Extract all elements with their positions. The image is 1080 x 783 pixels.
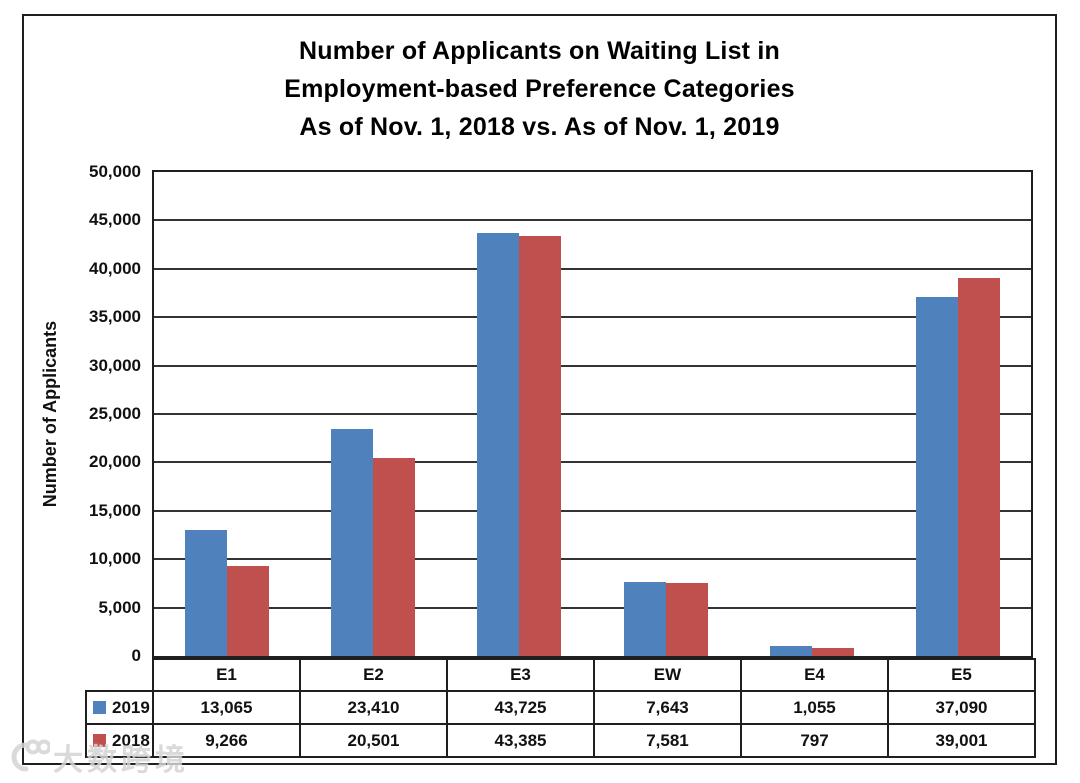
category-header-E2: E2 — [299, 658, 448, 692]
legend-swatch-2019 — [93, 700, 106, 714]
category-header-E3: E3 — [446, 658, 595, 692]
table-row-2018: 2018 9,266 20,501 43,385 7,581 797 39,001 — [85, 723, 1036, 758]
bar-2019-E1 — [185, 530, 227, 656]
bar-2018-EW — [666, 583, 708, 656]
bar-2019-EW — [624, 582, 666, 656]
bar-2018-E1 — [227, 566, 269, 656]
bar-2018-E3 — [519, 236, 561, 656]
y-tick-label: 30,000 — [89, 356, 141, 375]
value-2018-E4: 797 — [740, 723, 889, 758]
bar-2018-E5 — [958, 278, 1000, 656]
y-tick-label: 15,000 — [89, 501, 141, 520]
value-2019-E4: 1,055 — [740, 690, 889, 725]
y-tick-label: 0 — [131, 646, 141, 665]
category-header-row: E1 E2 E3 EW E4 E5 — [86, 658, 1036, 692]
category-header-E1: E1 — [152, 658, 301, 692]
bar-2019-E3 — [477, 233, 519, 656]
gridline — [154, 316, 1031, 318]
gridline — [154, 510, 1031, 512]
y-tick-label: 20,000 — [89, 452, 141, 471]
bar-2019-E5 — [916, 297, 958, 656]
bar-2019-E4 — [770, 646, 812, 656]
gridline — [154, 558, 1031, 560]
chart-title-line-3: As of Nov. 1, 2018 vs. As of Nov. 1, 201… — [299, 113, 780, 141]
value-2019-EW: 7,643 — [593, 690, 742, 725]
value-2019-E1: 13,065 — [152, 690, 301, 725]
chart-title-line-2: Employment-based Preference Categories — [284, 75, 795, 103]
category-header-E4: E4 — [740, 658, 889, 692]
chart-title: Number of Applicants on Waiting List in … — [24, 32, 1055, 146]
legend-cell-2019: 2019 — [85, 690, 154, 725]
value-2018-E1: 9,266 — [152, 723, 301, 758]
y-tick-label: 35,000 — [89, 307, 141, 326]
y-tick-label: 50,000 — [89, 162, 141, 181]
legend-label-2018: 2018 — [112, 730, 150, 750]
value-2018-E2: 20,501 — [299, 723, 448, 758]
y-tick-label: 5,000 — [98, 598, 141, 617]
bar-2018-E4 — [812, 648, 854, 656]
value-2018-E5: 39,001 — [887, 723, 1036, 758]
legend-cell-2018: 2018 — [85, 723, 154, 758]
y-tick-label: 40,000 — [89, 259, 141, 278]
gridline — [154, 461, 1031, 463]
gridline — [154, 607, 1031, 609]
category-header-E5: E5 — [887, 658, 1036, 692]
legend-swatch-2018 — [93, 733, 106, 747]
gridline — [154, 219, 1031, 221]
y-tick-label: 45,000 — [89, 210, 141, 229]
legend-label-2019: 2019 — [112, 697, 150, 717]
y-tick-label: 10,000 — [89, 549, 141, 568]
data-table: E1 E2 E3 EW E4 E5 2019 13,065 23,410 43,725 7,643 1… — [85, 658, 1036, 758]
bar-2018-E2 — [373, 458, 415, 656]
chart-frame: Number of Applicants on Waiting List in … — [22, 14, 1057, 765]
value-2018-EW: 7,581 — [593, 723, 742, 758]
value-2019-E5: 37,090 — [887, 690, 1036, 725]
gridline — [154, 365, 1031, 367]
value-2019-E2: 23,410 — [299, 690, 448, 725]
y-tick-label: 25,000 — [89, 404, 141, 423]
gridline — [154, 268, 1031, 270]
bar-2019-E2 — [331, 429, 373, 656]
category-header-EW: EW — [593, 658, 742, 692]
plot-area — [152, 170, 1033, 658]
value-2019-E3: 43,725 — [446, 690, 595, 725]
table-row-2019: 2019 13,065 23,410 43,725 7,643 1,055 37,090 — [85, 690, 1036, 725]
chart-title-line-1: Number of Applicants on Waiting List in — [299, 37, 780, 65]
gridline — [154, 413, 1031, 415]
value-2018-E3: 43,385 — [446, 723, 595, 758]
